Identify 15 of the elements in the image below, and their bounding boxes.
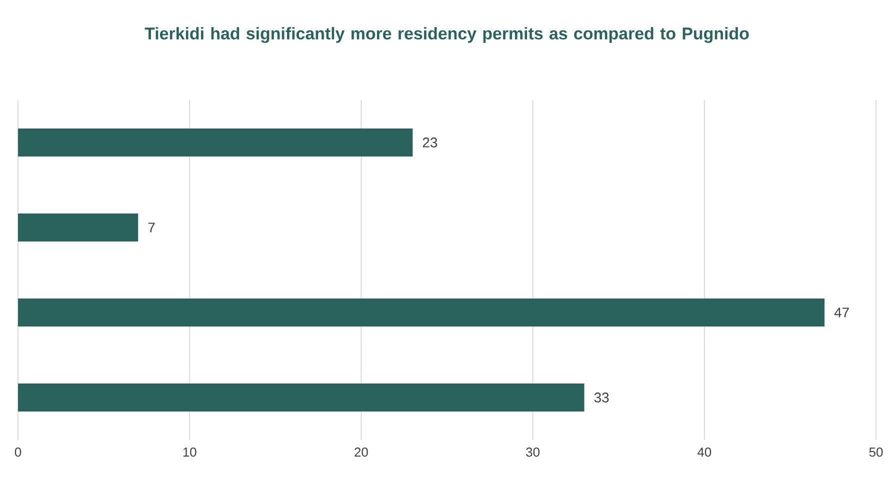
bar	[18, 128, 413, 157]
bar	[18, 384, 584, 412]
x-tick-label: 20	[354, 448, 368, 457]
bar	[18, 214, 138, 242]
data-label: 47	[834, 308, 849, 318]
x-tick-label: 40	[698, 448, 712, 457]
x-tick-label: 30	[526, 448, 540, 457]
data-label: 7	[148, 222, 155, 232]
data-label: 23	[422, 138, 438, 148]
x-tick-label: 50	[869, 448, 883, 457]
x-tick-label: 0	[14, 448, 22, 457]
data-label: 33	[594, 392, 609, 402]
x-tick-label: 10	[183, 448, 196, 457]
chart-title: Tierkidi had significantly more residency permits as compared to Pugnido	[144, 27, 749, 43]
bar	[18, 298, 825, 327]
